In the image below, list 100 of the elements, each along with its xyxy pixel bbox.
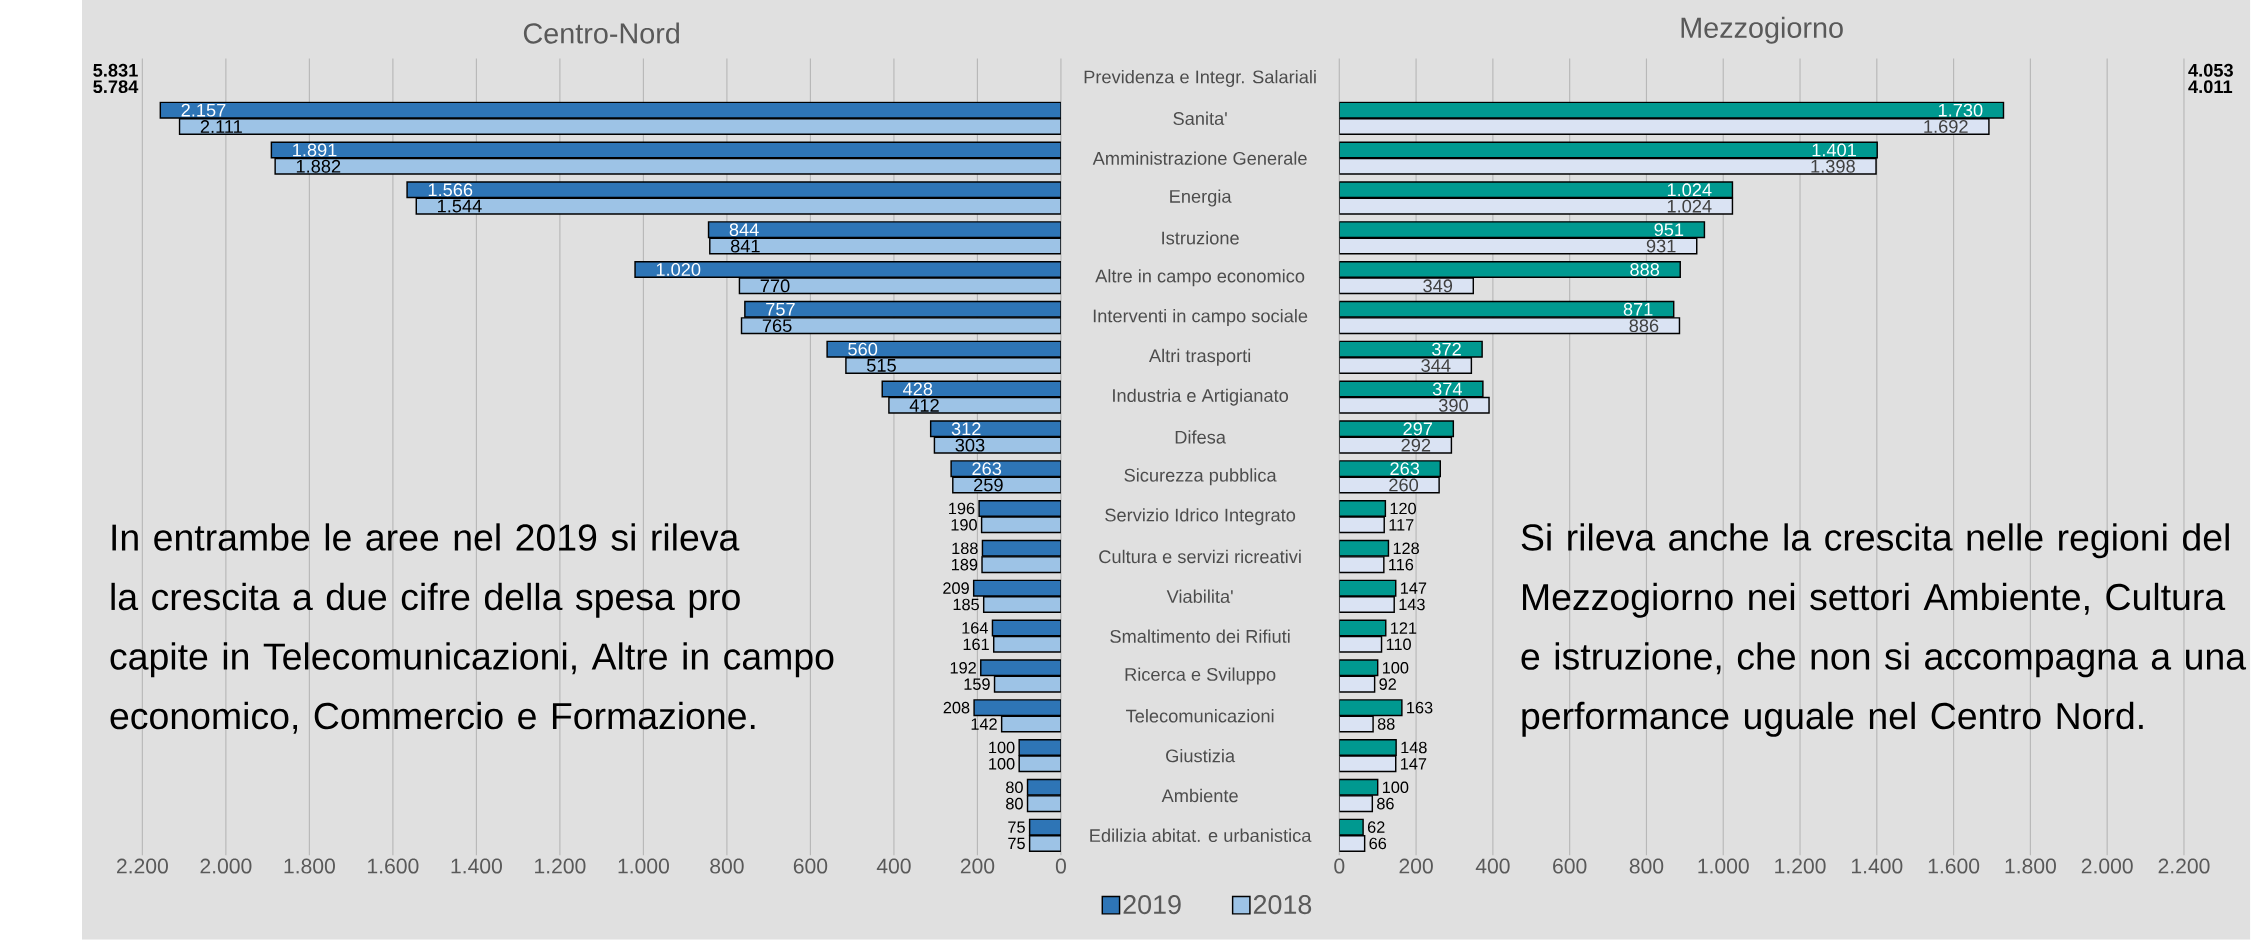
- y-tick-label: Telecomunicazioni: [1126, 709, 1274, 723]
- data-label: 80: [1006, 798, 1023, 810]
- annotation: Si rileva anche la crescita nelle regioni del Mezzogiorno nei settori Ambiente, Cultura e istruzione, che non si accompagna a una performance uguale nel Centro Nord.: [1521, 523, 2247, 737]
- data-label: 770: [760, 279, 790, 293]
- y-tick-label: Sicurezza pubblica: [1124, 468, 1277, 486]
- data-label: 88: [1377, 718, 1395, 730]
- data-label: 757: [766, 303, 795, 316]
- data-label: 844: [729, 223, 759, 237]
- data-label: 1.891: [293, 143, 337, 157]
- data-label: 2.157: [181, 103, 226, 117]
- data-label: 185: [953, 598, 979, 611]
- bar: [1339, 596, 1395, 614]
- data-label: 189: [952, 559, 978, 571]
- data-label: 192: [950, 662, 976, 674]
- data-label: 1.544: [438, 199, 482, 213]
- data-label: 161: [963, 638, 989, 651]
- data-label: 188: [952, 542, 978, 555]
- y-tick-label: Cultura e servizi ricreativi: [1099, 549, 1301, 564]
- data-label: 80: [1006, 781, 1023, 794]
- data-label: 121: [1391, 622, 1417, 634]
- data-label: 142: [971, 718, 997, 730]
- x-tick-label: 1.400: [451, 858, 502, 874]
- data-label: 1.730: [1938, 103, 1983, 117]
- x-tick-label: 200: [960, 858, 995, 874]
- data-label: 66: [1369, 837, 1387, 850]
- data-label: 100: [1382, 781, 1409, 794]
- data-label: 515: [866, 359, 896, 372]
- x-tick-label: 1.600: [1928, 858, 1980, 874]
- data-label: 372: [1432, 342, 1461, 356]
- y-tick-label: Amministrazione Generale: [1092, 151, 1307, 165]
- y-tick-label: Viabilita': [1166, 589, 1233, 604]
- data-label: 86: [1377, 798, 1394, 810]
- data-label: 62: [1367, 821, 1385, 834]
- data-label: 263: [972, 462, 1002, 476]
- data-label: 312: [951, 422, 981, 436]
- data-label: 951: [1654, 223, 1684, 237]
- x-tick-label: 600: [1553, 858, 1587, 874]
- x-tick-label: 1.000: [618, 858, 669, 874]
- data-label: 2.111: [200, 120, 242, 133]
- data-label: 412: [909, 399, 939, 412]
- data-label: 428: [903, 382, 933, 396]
- x-tick-label: 1.600: [368, 858, 419, 874]
- x-tick-label: 2.200: [117, 858, 168, 874]
- data-label: 100: [989, 758, 1015, 770]
- y-tick-label: Edilizia abitat. e urbanistica: [1090, 828, 1312, 843]
- y-tick-label: Sanita': [1173, 111, 1227, 126]
- data-label: 390: [1438, 399, 1468, 412]
- y-tick-label: Ambiente: [1161, 788, 1238, 803]
- legend-label: 2018: [1253, 895, 1312, 915]
- bar: [1339, 261, 1681, 279]
- data-label: 888: [1630, 263, 1660, 277]
- data-label: 208: [943, 702, 970, 714]
- data-label: 196: [949, 502, 975, 515]
- data-label: 100: [1382, 662, 1409, 674]
- data-label: 117: [1389, 519, 1414, 531]
- data-label: 120: [1390, 502, 1416, 515]
- annotation: In entrambe le aree nel 2019 si rileva la crescita a due cifre della spesa pro capite in Telecomunicazioni, Altre in campo economico, Commercio e Formazione.: [110, 523, 834, 734]
- data-label: 147: [1401, 758, 1427, 770]
- data-label: 92: [1379, 678, 1396, 691]
- data-label: 841: [730, 239, 760, 253]
- text: 5.784: [93, 80, 139, 94]
- bar: [1339, 835, 1366, 853]
- y-tick-label: Istruzione: [1162, 231, 1239, 245]
- data-label: 1.566: [428, 183, 473, 197]
- bar: [634, 261, 1061, 279]
- y-tick-label: Servizio Idrico Integrato: [1105, 508, 1296, 526]
- data-label: 1.024: [1667, 183, 1712, 197]
- x-tick-label: 1.200: [1775, 858, 1826, 874]
- y-tick-label: Altri trasporti: [1148, 348, 1251, 366]
- x-tick-label: 600: [793, 858, 828, 874]
- data-label: 100: [989, 741, 1015, 754]
- y-tick-label: Smaltimento dei Rifiuti: [1110, 629, 1290, 643]
- data-label: 209: [943, 582, 969, 595]
- text: 4.053: [2188, 64, 2233, 77]
- text: 5.831: [93, 64, 138, 77]
- data-label: 303: [955, 438, 985, 452]
- y-tick-label: Energia: [1170, 189, 1232, 207]
- legend-label: 2019: [1123, 895, 1181, 915]
- bar: [978, 500, 1061, 518]
- y-tick-label: Previdenza e Integr. Salariali: [1084, 70, 1316, 88]
- bar: [1339, 118, 1990, 136]
- data-label: 297: [1403, 422, 1433, 436]
- x-tick-label: 1.800: [2005, 858, 2056, 874]
- x-tick-label: 2.200: [2158, 858, 2210, 874]
- y-tick-label: Industria e Artigianato: [1113, 388, 1289, 406]
- bar: [1028, 835, 1061, 853]
- data-label: 75: [1008, 821, 1025, 833]
- bar: [1339, 739, 1397, 757]
- data-label: 263: [1390, 462, 1420, 476]
- x-tick-label: 2.000: [2081, 858, 2133, 874]
- bar: [982, 596, 1061, 614]
- data-label: 110: [1386, 638, 1411, 651]
- data-label: 374: [1432, 382, 1462, 396]
- data-label: 344: [1421, 359, 1451, 373]
- data-label: 886: [1629, 319, 1659, 333]
- bar: [1018, 739, 1061, 757]
- data-label: 164: [962, 622, 988, 634]
- data-label: 163: [1407, 702, 1433, 714]
- data-label: 1.401: [1812, 143, 1856, 157]
- data-label: 349: [1423, 279, 1453, 293]
